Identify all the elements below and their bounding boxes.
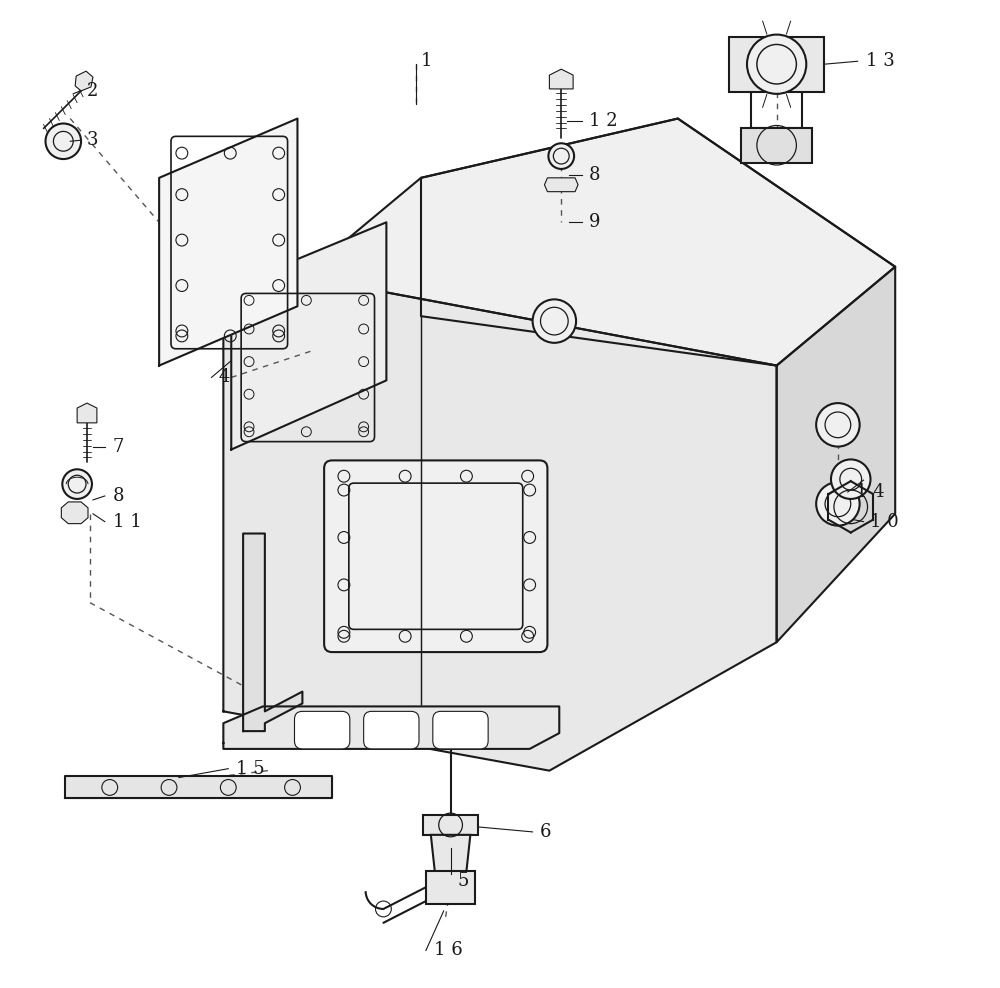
Text: 8: 8 <box>589 166 600 184</box>
Polygon shape <box>223 706 559 749</box>
Polygon shape <box>302 119 895 366</box>
FancyBboxPatch shape <box>324 460 547 652</box>
Polygon shape <box>777 267 895 642</box>
Text: 1 0: 1 0 <box>870 513 899 531</box>
Circle shape <box>816 482 860 526</box>
Polygon shape <box>159 119 297 366</box>
Text: 1: 1 <box>421 52 432 70</box>
Circle shape <box>747 35 806 94</box>
Circle shape <box>816 403 860 447</box>
Polygon shape <box>223 277 777 771</box>
Text: 5: 5 <box>458 872 469 890</box>
Text: 1 2: 1 2 <box>589 112 618 129</box>
Polygon shape <box>231 222 386 450</box>
Polygon shape <box>544 178 578 192</box>
Text: 7: 7 <box>113 438 124 455</box>
Polygon shape <box>431 835 470 871</box>
Text: 1 3: 1 3 <box>866 52 894 70</box>
FancyBboxPatch shape <box>364 711 419 749</box>
FancyBboxPatch shape <box>294 711 350 749</box>
Text: 2: 2 <box>87 82 98 100</box>
Text: 6: 6 <box>540 823 551 841</box>
FancyBboxPatch shape <box>433 711 488 749</box>
Text: 1 1: 1 1 <box>113 513 141 531</box>
Polygon shape <box>741 128 812 163</box>
Text: 1 6: 1 6 <box>434 942 463 959</box>
Text: 1 4: 1 4 <box>856 483 884 501</box>
Text: 8: 8 <box>113 487 124 505</box>
Polygon shape <box>75 71 93 91</box>
Text: 3: 3 <box>87 131 99 149</box>
Circle shape <box>831 459 870 499</box>
Polygon shape <box>729 37 824 92</box>
Circle shape <box>62 469 92 499</box>
Polygon shape <box>61 502 88 524</box>
Circle shape <box>46 124 81 159</box>
Circle shape <box>533 299 576 343</box>
Polygon shape <box>549 69 573 89</box>
Circle shape <box>548 143 574 169</box>
Text: 4: 4 <box>218 369 230 386</box>
Polygon shape <box>426 871 475 904</box>
Polygon shape <box>423 815 478 835</box>
Text: 1 5: 1 5 <box>236 760 265 778</box>
Polygon shape <box>77 403 97 423</box>
Text: 9: 9 <box>589 213 600 231</box>
Polygon shape <box>65 776 332 798</box>
Polygon shape <box>243 534 302 731</box>
